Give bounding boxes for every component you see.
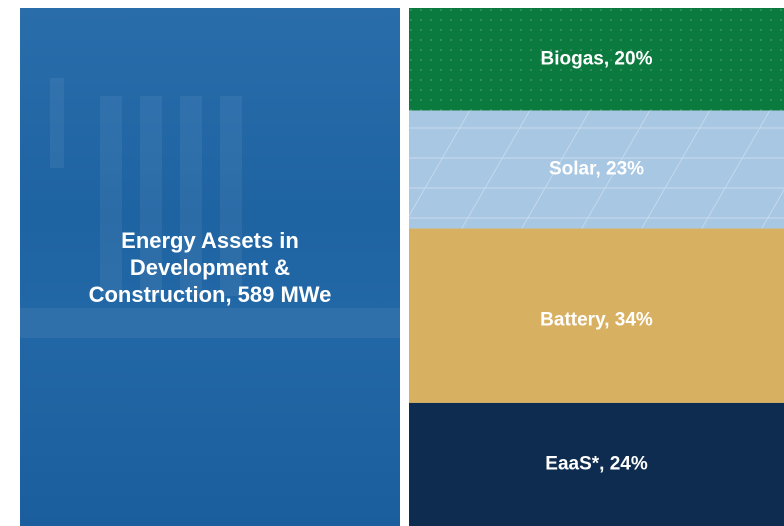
stacked-column: Biogas, 20% Solar, 23% Battery, 34% EaaS*, … [409,8,784,526]
summary-panel: Energy Assets in Development & Construct… [20,8,400,526]
segment-label: Solar, 23% [549,159,644,180]
segment-label: Biogas, 20% [541,48,653,69]
chart-title: Energy Assets in Development & Construct… [85,227,335,308]
infographic: Energy Assets in Development & Construct… [0,0,784,526]
segment-label: Battery, 34% [540,310,653,331]
title-box: Energy Assets in Development & Construct… [20,8,400,526]
segment-label: EaaS*, 24% [545,453,648,474]
